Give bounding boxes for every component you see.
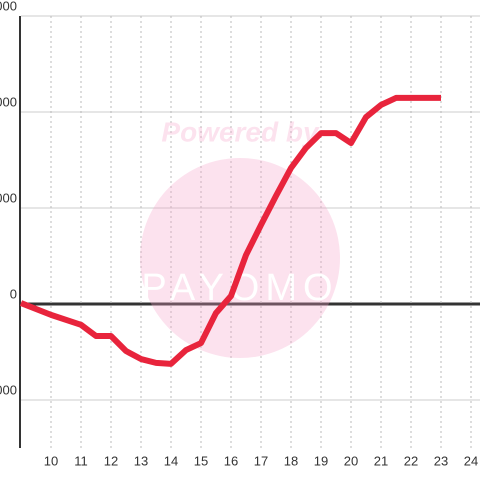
x-tick-label: 23 [434,453,448,468]
y-tick-label: 3,000 [0,190,17,205]
y-tick-label: 0 [10,286,17,301]
x-tick-label: 21 [374,453,388,468]
line [19,94,441,367]
x-tick-label: 14 [164,453,178,468]
x-tick-label: 20 [344,453,358,468]
x-tick-label: 24 [464,453,478,468]
y-tick-label: 6,000 [0,94,17,109]
x-tick-label: 11 [74,453,88,468]
x-tick-label: 15 [194,453,208,468]
watermark: Powered by PAYOMO [140,116,340,358]
y-tick-label: -3,000 [0,382,17,397]
watermark-circle [140,158,340,358]
x-tick-label: 22 [404,453,418,468]
x-tick-label: 19 [314,453,328,468]
y-tick-label: 9,000 [0,0,17,13]
watermark-top: Powered by [161,116,320,147]
x-tick-label: 16 [224,453,238,468]
x-tick-label: 13 [134,453,148,468]
x-tick-label: 10 [44,453,58,468]
x-tick-label: 12 [104,453,118,468]
x-tick-label: 18 [284,453,298,468]
x-tick-label: 17 [254,453,268,468]
